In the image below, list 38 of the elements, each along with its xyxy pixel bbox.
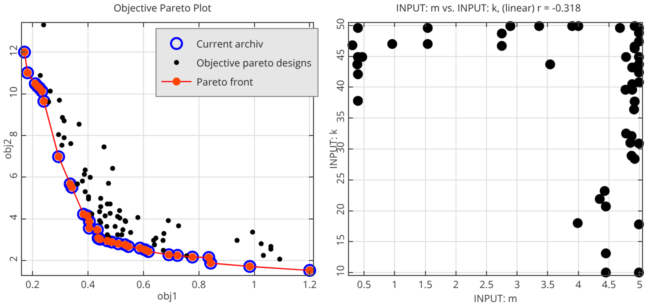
x-tick-label: 1 — [251, 277, 258, 291]
chart-title: Objective Pareto Plot — [114, 0, 212, 15]
y-tick-label: 10 — [6, 86, 20, 98]
x-tick-label: 0.4 — [80, 277, 96, 291]
x-tick-label: 0.6 — [136, 277, 151, 291]
x-tick-label: 0.5 — [357, 277, 372, 291]
y-tick-label: 35 — [333, 110, 347, 122]
y-tick-label: 20 — [333, 203, 347, 215]
x-tick-label: 2.5 — [479, 277, 494, 291]
x-tick-label: 3 — [514, 277, 520, 291]
y-tick-label: 6 — [6, 172, 20, 178]
legend-label: Pareto front — [196, 74, 254, 88]
y-tick-label: 10 — [333, 265, 347, 277]
y-tick-label: 4 — [6, 214, 20, 220]
x-tick-label: 5 — [636, 277, 643, 291]
y-tick-label: 25 — [333, 172, 347, 184]
x-tick-label: 1.2 — [302, 277, 317, 291]
x-tick-label: 0.8 — [192, 277, 206, 291]
y-tick-label: 8 — [6, 130, 20, 137]
x-axis-title: obj1 — [157, 288, 178, 302]
x-tick-label: 0.2 — [26, 277, 40, 291]
x-tick-label: 4 — [575, 277, 582, 291]
x-axis-title: INPUT: m — [474, 291, 518, 305]
y-tick-label: 2 — [6, 256, 20, 262]
y-axis-title: obj2 — [0, 138, 14, 160]
y-tick-label: 45 — [333, 48, 347, 61]
y-tick-label: 15 — [333, 234, 347, 246]
x-tick-label: 3.5 — [540, 277, 556, 291]
x-tick-label: 1 — [392, 277, 398, 291]
x-tick-label: 1.5 — [418, 277, 433, 291]
y-tick-label: 50 — [333, 18, 347, 30]
x-tick-label: 2 — [453, 277, 460, 291]
legend-label: Current archiv — [196, 36, 264, 50]
y-tick-label: 12 — [6, 44, 20, 56]
legend-label: Objective pareto designs — [196, 55, 312, 70]
y-tick-label: 40 — [333, 80, 347, 92]
chart-title: INPUT: m vs. INPUT: k, (linear) r = -0.318 — [396, 0, 582, 15]
x-tick-label: 4.5 — [602, 277, 616, 291]
